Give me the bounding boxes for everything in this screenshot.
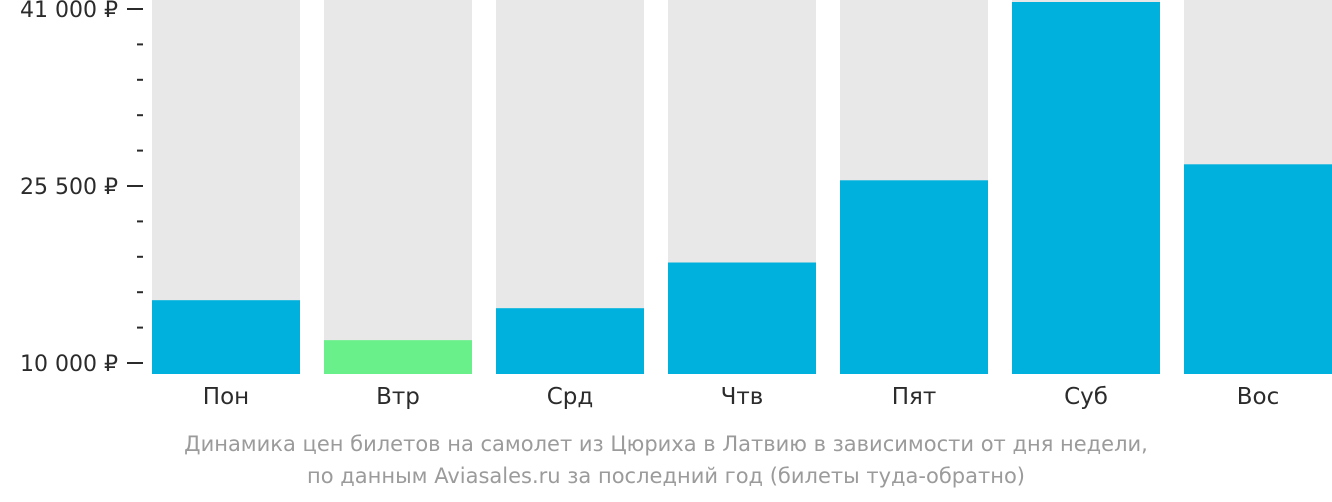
x-tick-label: Срд	[547, 384, 594, 410]
y-tick-label: 41 000 ₽	[20, 0, 118, 23]
x-tick-label: Пят	[892, 384, 937, 410]
bar-Пон[interactable]	[152, 300, 300, 374]
bars-group	[152, 0, 1332, 374]
x-tick-label: Вос	[1237, 384, 1280, 410]
y-tick-label: 10 000 ₽	[20, 352, 118, 377]
x-tick-label: Втр	[376, 384, 420, 410]
bar-Суб[interactable]	[1012, 2, 1160, 374]
bar-Втр[interactable]	[324, 340, 472, 374]
x-tick-label: Чтв	[721, 384, 764, 410]
bar-Срд[interactable]	[496, 308, 644, 374]
chart-caption: Динамика цен билетов на самолет из Цюрих…	[0, 428, 1332, 492]
x-tick-label: Пон	[203, 384, 249, 410]
caption-line-1: Динамика цен билетов на самолет из Цюрих…	[184, 432, 1148, 456]
x-axis-labels: Пон Втр Срд Чтв Пят Суб Вос	[203, 384, 1279, 410]
bar-Пят[interactable]	[840, 180, 988, 374]
price-by-weekday-chart: 10 000 ₽ 25 500 ₽ 41 000 ₽ Пон Втр Срд Чтв Пят…	[20, 0, 1332, 410]
y-tick-label: 25 500 ₽	[20, 175, 118, 200]
x-tick-label: Суб	[1064, 384, 1108, 410]
caption-line-2: по данным Aviasales.ru за последний год …	[307, 464, 1025, 488]
y-axis: 10 000 ₽ 25 500 ₽ 41 000 ₽	[20, 0, 143, 377]
bar-Чтв[interactable]	[668, 262, 816, 374]
bar-Вос[interactable]	[1184, 164, 1332, 374]
bar-background	[324, 0, 472, 374]
